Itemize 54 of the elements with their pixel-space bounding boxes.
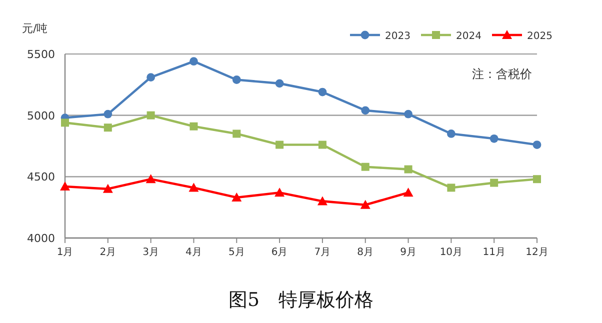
point: [446, 130, 456, 138]
x-tick-label: 12月: [526, 247, 548, 258]
point: [447, 184, 456, 192]
point: [188, 182, 199, 192]
point: [60, 181, 70, 190]
y-tick-label: 5500: [27, 48, 55, 61]
x-tick-label: 3月: [142, 247, 160, 258]
point: [276, 140, 284, 149]
point: [275, 79, 284, 88]
legend-label: 2025: [527, 31, 552, 42]
point: [232, 130, 241, 138]
point: [404, 165, 412, 174]
y-tick-label: 4500: [27, 170, 55, 184]
point: [146, 73, 156, 82]
point: [490, 134, 498, 143]
point: [490, 178, 498, 187]
point: [146, 174, 156, 184]
y-tick-label: 4000: [27, 232, 55, 245]
point: [102, 184, 113, 193]
point: [190, 122, 198, 130]
legend-label: 2023: [385, 31, 410, 42]
x-tick-label: 6月: [271, 247, 288, 258]
point: [533, 175, 541, 184]
x-tick-label: 10月: [440, 247, 463, 258]
y-axis-title: 元/吨: [22, 22, 48, 35]
point: [190, 57, 198, 66]
point: [360, 200, 370, 209]
x-tick-label: 7月: [314, 247, 331, 258]
text: 图5 特厚板价格: [228, 289, 374, 311]
point: [532, 140, 542, 149]
y-tick-label: 5000: [27, 109, 55, 122]
point: [361, 106, 370, 115]
point: [404, 110, 412, 118]
x-tick-label: 9月: [400, 247, 416, 258]
point: [104, 124, 112, 132]
point: [146, 111, 155, 120]
point: [318, 140, 326, 149]
point: [361, 162, 370, 171]
legend-label: 2024: [456, 31, 482, 42]
annotation: 注：含税价: [472, 67, 532, 81]
x-tick-label: 8月: [357, 247, 374, 258]
x-tick-label: 5月: [228, 247, 245, 258]
x-tick-label: 2月: [100, 247, 116, 258]
point: [317, 196, 328, 206]
point: [232, 192, 242, 202]
x-tick-label: 1月: [56, 247, 74, 258]
point: [61, 118, 69, 127]
point: [274, 188, 285, 197]
x-tick-label: 11月: [482, 247, 506, 258]
x-tick-label: 4月: [186, 247, 202, 258]
point: [403, 188, 414, 197]
point: [318, 88, 327, 96]
point: [232, 76, 241, 84]
point: [104, 110, 112, 118]
